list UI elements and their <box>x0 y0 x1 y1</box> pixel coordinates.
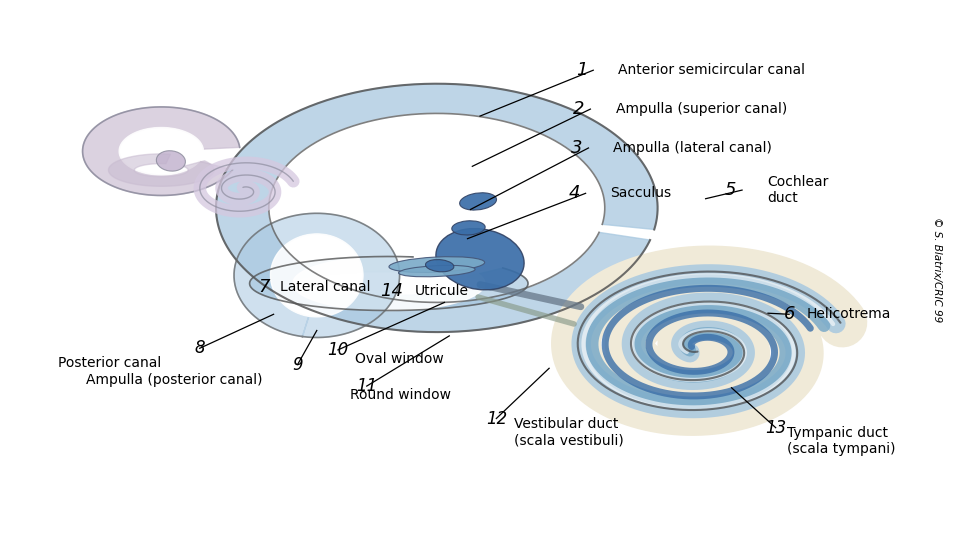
Text: Helicotrema: Helicotrema <box>806 307 891 321</box>
Polygon shape <box>234 213 399 338</box>
Text: Sacculus: Sacculus <box>611 186 672 200</box>
Ellipse shape <box>425 260 454 272</box>
Polygon shape <box>293 256 485 310</box>
Ellipse shape <box>156 151 185 171</box>
Polygon shape <box>83 107 240 195</box>
Text: 6: 6 <box>783 305 795 323</box>
Text: 11: 11 <box>356 377 377 395</box>
Polygon shape <box>271 234 363 317</box>
Polygon shape <box>216 84 658 332</box>
Text: Oval window: Oval window <box>355 352 444 366</box>
Text: Utricule: Utricule <box>415 284 468 298</box>
Ellipse shape <box>389 256 485 273</box>
Text: Round window: Round window <box>350 388 451 402</box>
Polygon shape <box>250 256 528 310</box>
Text: © S. Blatrix/CRIC 99: © S. Blatrix/CRIC 99 <box>932 218 942 322</box>
Text: Posterior canal: Posterior canal <box>58 356 161 370</box>
Text: Anterior semicircular canal: Anterior semicircular canal <box>618 63 805 77</box>
Text: Lateral canal: Lateral canal <box>280 280 371 294</box>
Polygon shape <box>108 154 214 186</box>
Text: Ampulla (posterior canal): Ampulla (posterior canal) <box>86 373 263 387</box>
Text: 4: 4 <box>568 184 580 202</box>
Ellipse shape <box>460 193 496 210</box>
Text: 13: 13 <box>765 418 786 437</box>
Text: 5: 5 <box>725 181 736 199</box>
Text: 14: 14 <box>380 281 403 300</box>
Text: Ampulla (lateral canal): Ampulla (lateral canal) <box>613 141 772 155</box>
Text: 10: 10 <box>327 341 348 359</box>
Polygon shape <box>119 127 204 175</box>
Ellipse shape <box>452 221 485 235</box>
Text: 1: 1 <box>576 61 588 79</box>
Text: 8: 8 <box>194 339 205 357</box>
Text: 12: 12 <box>486 409 507 428</box>
Text: Cochlear
duct: Cochlear duct <box>767 175 828 205</box>
Ellipse shape <box>436 228 524 290</box>
Text: Tympanic duct
(scala tympani): Tympanic duct (scala tympani) <box>787 426 896 456</box>
Text: 3: 3 <box>571 139 583 157</box>
Text: 9: 9 <box>292 355 303 374</box>
Polygon shape <box>269 113 605 302</box>
Ellipse shape <box>398 265 475 277</box>
Text: Ampulla (superior canal): Ampulla (superior canal) <box>616 102 787 116</box>
Text: Vestibular duct
(scala vestibuli): Vestibular duct (scala vestibuli) <box>514 417 623 447</box>
Text: 7: 7 <box>258 278 270 296</box>
Text: 2: 2 <box>573 100 585 118</box>
